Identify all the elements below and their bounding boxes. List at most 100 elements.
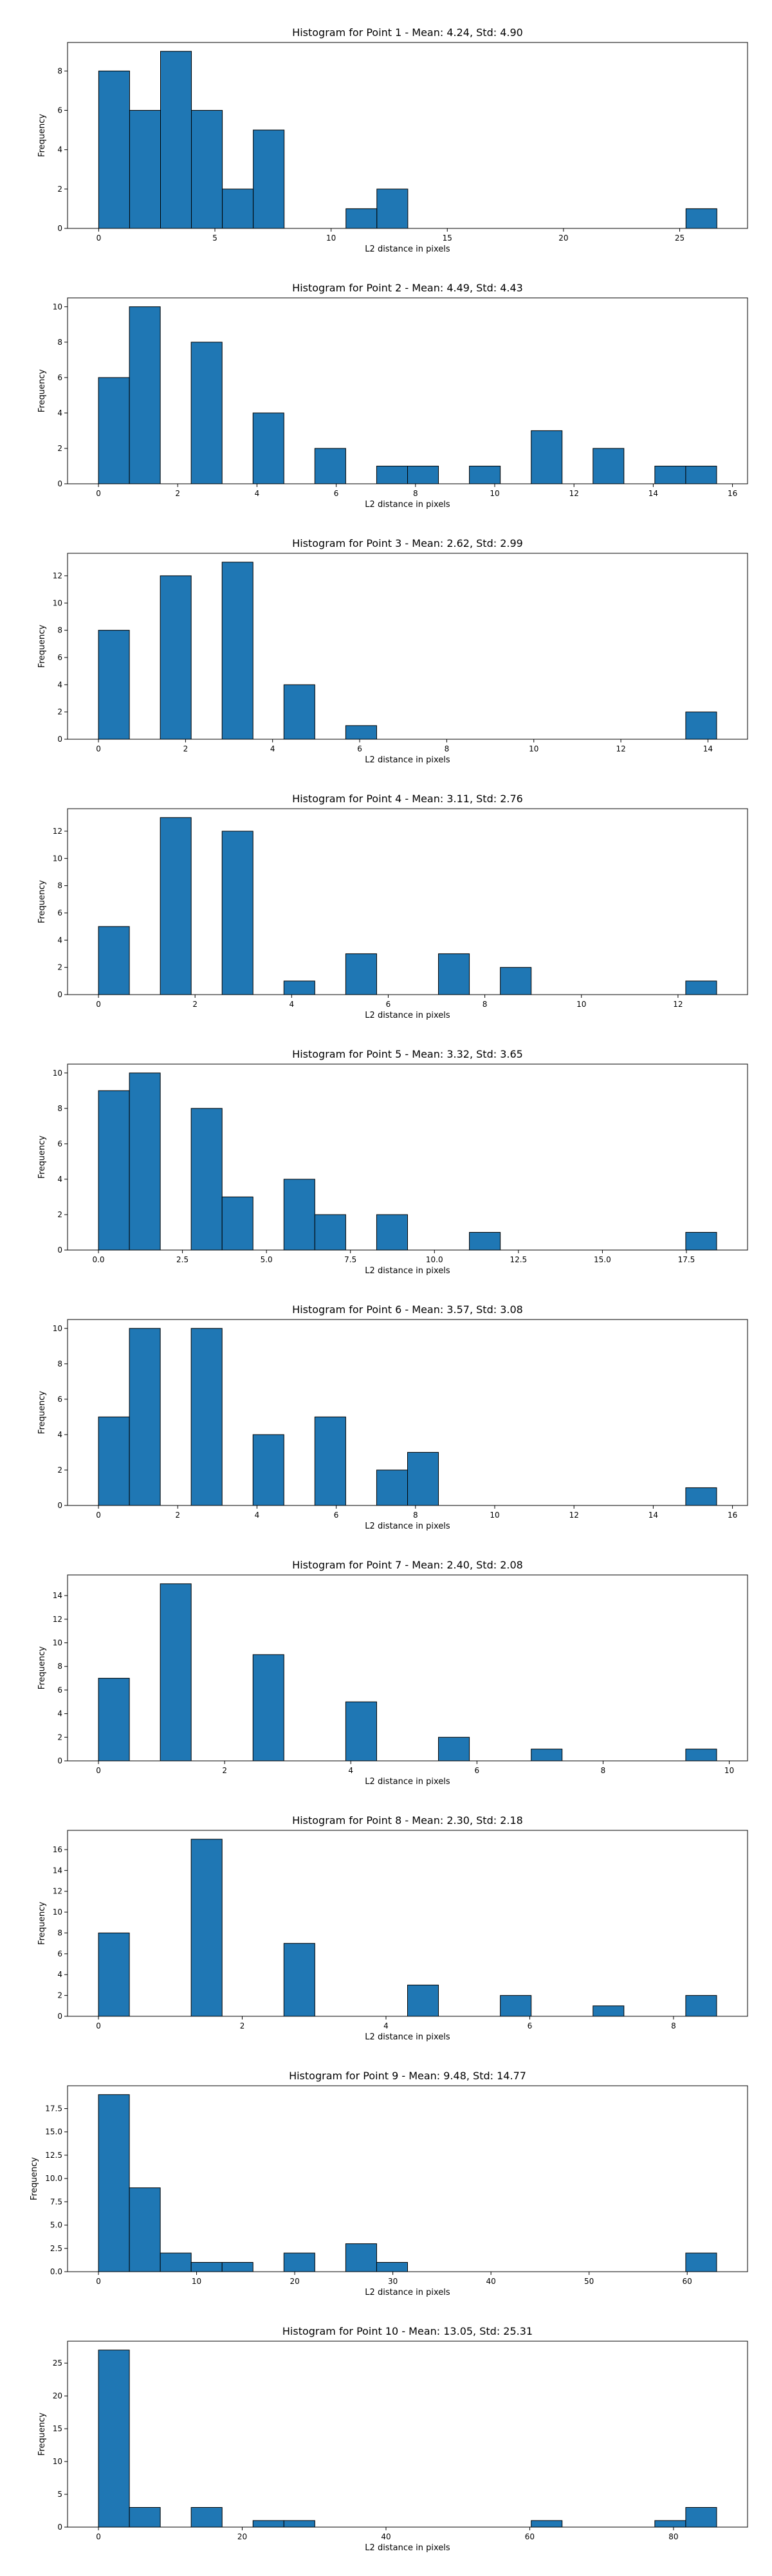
y-tick-label: 6 [57,373,62,382]
x-axis-label: L2 distance in pixels [365,2288,450,2297]
y-tick-label: 10 [53,598,62,607]
axes-frame [67,2085,748,2272]
x-tick-label: 4 [348,1766,353,1775]
x-tick-label: 20 [558,234,568,243]
histogram-bar [98,1678,130,1762]
chart-title: Histogram for Point 5 - Mean: 3.32, Std:… [292,1048,523,1060]
y-tick-label: 8 [57,626,62,635]
y-tick-label: 2 [57,444,62,453]
y-tick-label: 0 [57,1246,62,1255]
y-tick-label: 6 [57,1139,62,1148]
y-tick-label: 6 [57,1395,62,1404]
axes-frame [67,808,748,995]
x-tick-label: 0 [96,1000,101,1009]
histogram-bar [407,1451,439,1506]
histogram-bar [407,465,439,484]
x-tick-label: 12 [569,1511,579,1520]
y-axis-label: Frequency [37,1136,47,1179]
x-tick-label: 10 [529,744,538,753]
x-axis-label: L2 distance in pixels [365,1011,450,1020]
chart-4: Histogram for Point 4 - Mean: 3.11, Std:… [37,793,748,1020]
x-tick-label: 12 [569,489,579,498]
x-tick-label: 5 [212,234,217,243]
y-tick-label: 0 [57,990,62,999]
y-tick-label: 12 [53,1615,62,1624]
y-tick-label: 25 [53,2359,62,2368]
x-tick-label: 8 [671,2021,676,2030]
x-tick-label: 10 [724,1766,734,1775]
x-tick-label: 60 [525,2532,535,2541]
histogram-bar [98,2350,130,2528]
x-tick-label: 17.5 [678,1255,695,1264]
y-tick-label: 8 [57,1928,62,1937]
y-tick-label: 2 [57,1733,62,1742]
histogram-bar [685,980,717,995]
histogram-bar [283,2520,315,2528]
histogram-bar [98,630,130,740]
y-tick-label: 12 [53,1887,62,1896]
chart-title: Histogram for Point 3 - Mean: 2.62, Std:… [292,537,523,549]
x-tick-label: 16 [728,489,737,498]
y-axis-label: Frequency [37,1646,47,1689]
histogram-bar [98,1416,130,1506]
histogram-bar [593,2005,625,2017]
x-tick-label: 0 [96,744,101,753]
x-tick-label: 12.5 [510,1255,527,1264]
histogram-bar [190,2262,223,2272]
y-tick-label: 5 [57,2490,62,2499]
y-tick-label: 0 [57,479,62,488]
x-tick-label: 10 [576,1000,586,1009]
chart-7: Histogram for Point 7 - Mean: 2.40, Std:… [37,1559,748,1787]
y-tick-label: 10 [53,1639,62,1648]
y-tick-label: 16 [53,1845,62,1854]
y-tick-label: 14 [53,1591,62,1600]
y-tick-label: 6 [57,908,62,917]
x-axis-label: L2 distance in pixels [365,755,450,765]
axes-frame [67,42,748,229]
y-tick-label: 10 [53,1908,62,1917]
histogram-bar [160,51,192,229]
y-axis-label: Frequency [37,114,47,157]
x-tick-label: 0 [96,489,101,498]
histogram-bar [685,208,717,229]
y-tick-label: 20 [53,2391,62,2400]
chart-title: Histogram for Point 10 - Mean: 13.05, St… [282,2325,533,2337]
x-tick-label: 6 [357,744,362,753]
y-axis-label: Frequency [37,880,47,923]
x-tick-label: 2.5 [176,1255,188,1264]
x-tick-label: 5.0 [261,1255,273,1264]
x-tick-label: 8 [413,489,418,498]
histogram-bar [345,1701,377,1762]
x-tick-label: 0 [96,1766,101,1775]
x-tick-label: 0 [96,2277,101,2286]
axes-frame [67,2341,748,2528]
histogram-bar [129,110,161,229]
y-tick-label: 0 [57,735,62,744]
y-tick-label: 0 [57,2523,62,2532]
histogram-bar [654,2520,686,2528]
x-tick-label: 0 [96,234,102,243]
x-tick-label: 30 [388,2277,398,2286]
x-tick-label: 10 [326,234,336,243]
histogram-bar [314,448,346,484]
histogram-bar [376,465,408,484]
y-tick-label: 4 [57,1430,62,1439]
y-tick-label: 10.0 [45,2174,62,2183]
histogram-bar [345,725,377,740]
y-tick-label: 10 [53,302,62,311]
y-tick-label: 2 [57,185,62,194]
histogram-bar [190,1328,223,1506]
chart-9: Histogram for Point 9 - Mean: 9.48, Std:… [30,2070,748,2297]
histogram-bar [283,980,315,995]
y-tick-label: 15.0 [45,2128,62,2137]
histogram-bar [98,1090,130,1251]
histogram-bar [221,1196,253,1251]
histogram-bar [438,953,470,995]
histogram-bar [376,189,409,229]
y-tick-label: 6 [57,1686,62,1695]
x-tick-label: 10 [192,2277,201,2286]
histogram-bar [160,575,192,740]
x-tick-label: 14 [703,744,713,753]
